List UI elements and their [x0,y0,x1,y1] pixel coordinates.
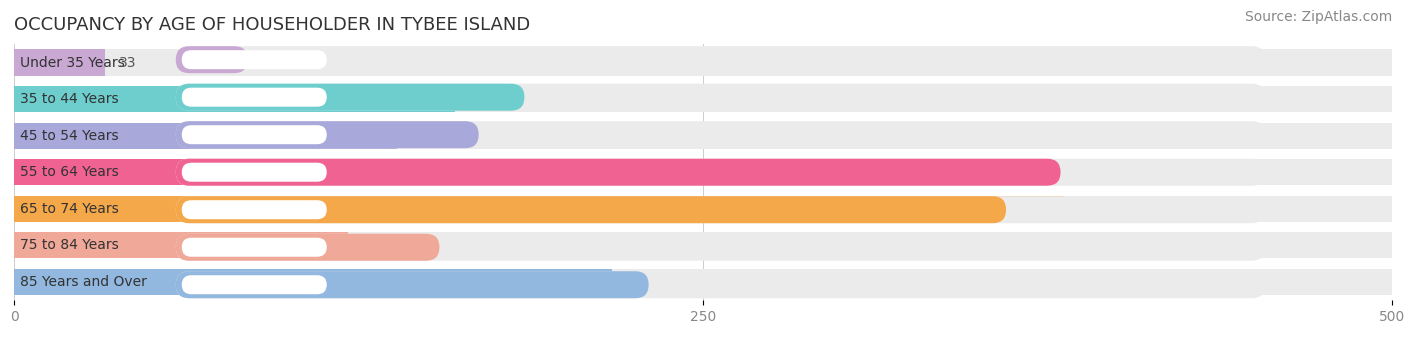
Bar [14,232,1392,258]
Text: OCCUPANCY BY AGE OF HOUSEHOLDER IN TYBEE ISLAND: OCCUPANCY BY AGE OF HOUSEHOLDER IN TYBEE… [14,16,530,34]
Bar [14,122,1392,149]
Text: Source: ZipAtlas.com: Source: ZipAtlas.com [1244,10,1392,24]
Text: Under 35 Years: Under 35 Years [20,56,124,70]
Text: 85 Years and Over: 85 Years and Over [20,275,146,289]
Text: 121: 121 [361,238,388,252]
Bar [14,122,396,149]
Bar [14,86,1392,112]
Bar [14,159,1133,186]
Bar [14,269,1392,295]
Bar [14,196,1392,222]
Bar [14,269,612,295]
Bar [14,232,347,258]
Text: 381: 381 [1029,202,1056,216]
Bar [14,86,456,112]
Bar [14,196,1064,222]
Bar [14,159,1392,186]
Text: 35 to 44 Years: 35 to 44 Years [20,92,118,106]
Text: 75 to 84 Years: 75 to 84 Years [20,238,118,252]
Text: 55 to 64 Years: 55 to 64 Years [20,165,118,179]
Text: 160: 160 [468,92,495,106]
Bar [14,49,1392,76]
Bar [14,49,105,76]
Text: 65 to 74 Years: 65 to 74 Years [20,202,118,216]
Text: 406: 406 [1098,165,1125,179]
Text: 139: 139 [411,129,437,143]
Text: 45 to 54 Years: 45 to 54 Years [20,129,118,143]
Text: 33: 33 [118,56,136,70]
Text: 217: 217 [626,275,652,289]
